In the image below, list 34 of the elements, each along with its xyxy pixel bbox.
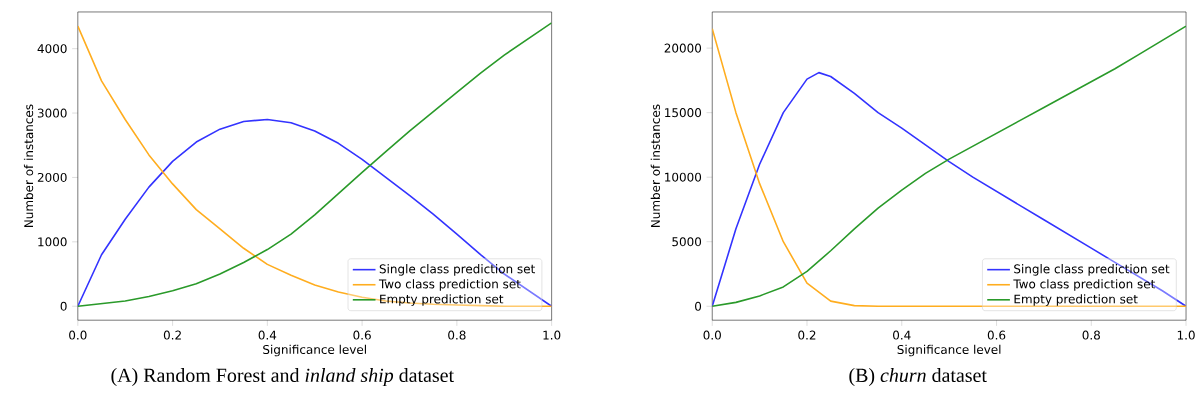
legend-label: Two class prediction set [378,279,521,291]
x-tick-label: 0.4 [893,330,911,340]
y-tick-label: 4000 [37,44,67,54]
x-axis-title: Significance level [263,344,366,357]
x-tick-label: 0.2 [163,330,181,340]
legend-label: Two class prediction set [1013,279,1156,291]
y-tick-label: 0 [695,301,702,311]
y-tick-label: 15000 [665,108,702,118]
y-tick-label: 1000 [38,237,67,247]
x-tick-label: 1.0 [1177,330,1195,340]
legend-label: Empty prediction set [380,294,504,306]
x-tick-label: 0.0 [69,330,87,340]
text: (B) churn dataset [849,368,987,387]
y-axis-title: Number of instances [650,104,660,228]
text: (A) Random Forest and inland ship dataset [111,368,454,387]
x-tick-label: 0.6 [353,330,371,340]
y-tick-label: 0 [60,301,67,311]
legend-label: Single class prediction set [379,264,535,276]
x-tick-label: 0.6 [987,330,1006,340]
x-tick-label: 1.0 [543,330,561,340]
x-tick-label: 0.4 [258,330,277,340]
x-tick-label: 0.8 [448,330,466,340]
y-tick-label: 10000 [665,172,702,182]
y-tick-label: 2000 [37,172,67,182]
legend-label: Empty prediction set [1014,294,1138,306]
y-axis-title: Number of instances [23,104,34,228]
x-tick-label: 0.0 [703,330,721,340]
y-tick-label: 3000 [37,108,67,118]
x-axis-title: Significance level [897,344,1001,357]
x-tick-label: 0.2 [798,330,816,340]
legend-label: Single class prediction set [1014,264,1170,276]
x-tick-label: 0.8 [1082,330,1100,340]
y-tick-label: 20000 [664,43,702,53]
y-tick-label: 5000 [672,237,702,247]
